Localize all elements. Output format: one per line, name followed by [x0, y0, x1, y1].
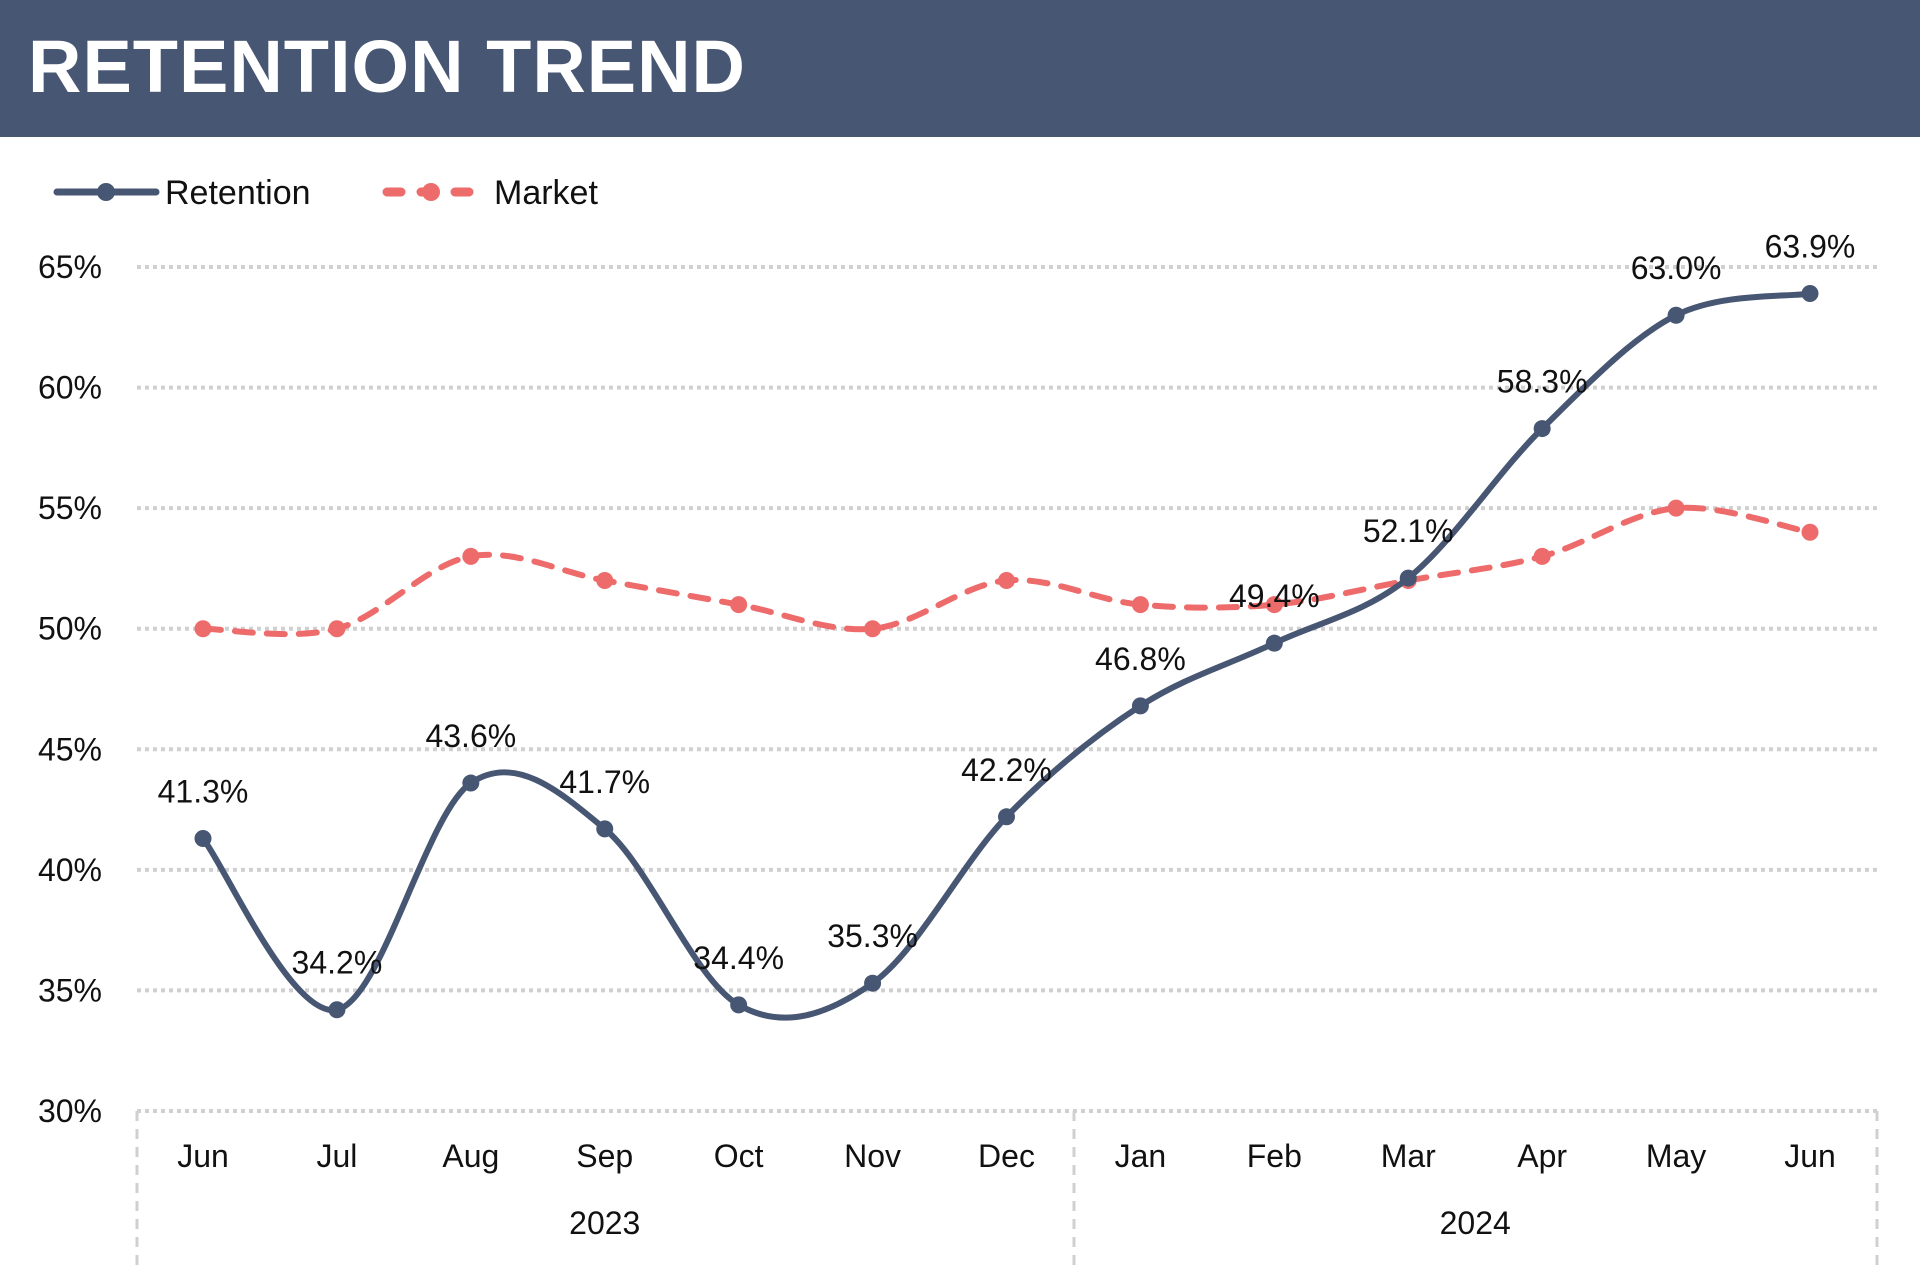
y-tick-label: 30%: [38, 1093, 102, 1129]
y-tick-label: 55%: [38, 490, 102, 526]
data-label: 52.1%: [1363, 513, 1454, 549]
market-point[interactable]: [194, 620, 212, 638]
market-point[interactable]: [864, 620, 882, 638]
legend-item-market[interactable]: Market: [382, 174, 598, 212]
retention-point[interactable]: [596, 820, 614, 838]
y-tick-label: 50%: [38, 611, 102, 647]
x-tick-label: Jun: [1784, 1138, 1836, 1174]
retention-point[interactable]: [864, 974, 882, 992]
x-tick-label: Jul: [316, 1138, 357, 1174]
legend-label-retention: Retention: [165, 174, 311, 212]
chart-title: RETENTION TREND: [28, 25, 746, 108]
market-point[interactable]: [998, 571, 1015, 589]
market-point[interactable]: [328, 620, 346, 638]
y-tick-label: 35%: [38, 972, 102, 1008]
x-tick-label: Mar: [1381, 1138, 1436, 1174]
market-point[interactable]: [1131, 596, 1149, 614]
retention-point[interactable]: [194, 830, 212, 848]
x-tick-label: Aug: [442, 1138, 499, 1174]
market-point[interactable]: [1801, 523, 1819, 541]
data-label: 63.0%: [1631, 250, 1722, 286]
retention-point[interactable]: [328, 1001, 346, 1019]
market-point[interactable]: [596, 571, 614, 589]
data-label: 34.4%: [693, 940, 784, 976]
data-label: 63.9%: [1765, 229, 1856, 265]
data-label: 49.4%: [1229, 578, 1320, 614]
x-tick-label: Jun: [177, 1138, 229, 1174]
market-point[interactable]: [1533, 547, 1551, 565]
retention-point[interactable]: [730, 996, 748, 1014]
x-tick-label: Feb: [1247, 1138, 1302, 1174]
x-tick-label: Sep: [576, 1138, 633, 1174]
retention-point[interactable]: [1131, 697, 1149, 715]
data-label: 58.3%: [1497, 364, 1588, 400]
legend-label-market: Market: [494, 174, 598, 212]
y-tick-label: 60%: [38, 370, 102, 406]
market-point[interactable]: [730, 596, 748, 614]
y-tick-label: 40%: [38, 852, 102, 888]
data-label: 41.3%: [158, 774, 249, 810]
data-label: 46.8%: [1095, 641, 1186, 677]
retention-point[interactable]: [998, 808, 1015, 826]
retention-point[interactable]: [1667, 306, 1685, 324]
data-label: 42.2%: [961, 752, 1052, 788]
retention-point[interactable]: [462, 774, 480, 792]
x-group-label: 2023: [569, 1205, 640, 1241]
data-label: 43.6%: [425, 718, 516, 754]
retention-line: [200, 290, 1813, 1021]
x-group-label: 2024: [1440, 1205, 1511, 1241]
x-tick-label: Apr: [1517, 1138, 1567, 1174]
x-tick-label: May: [1646, 1138, 1706, 1174]
market-point[interactable]: [1265, 596, 1283, 614]
legend: Retention Market: [53, 174, 598, 212]
retention-point[interactable]: [1265, 634, 1283, 652]
market-line: [200, 504, 1813, 638]
retention-point[interactable]: [1533, 420, 1551, 438]
market-point[interactable]: [462, 547, 480, 565]
x-tick-label: Oct: [714, 1138, 764, 1174]
data-label: 41.7%: [559, 764, 650, 800]
y-tick-label: 65%: [38, 249, 102, 285]
x-tick-label: Dec: [978, 1138, 1035, 1174]
x-tick-label: Nov: [844, 1138, 901, 1174]
y-tick-label: 45%: [38, 731, 102, 767]
header-bar: RETENTION TREND: [0, 0, 1920, 137]
retention-point[interactable]: [1399, 569, 1417, 587]
legend-item-retention[interactable]: Retention: [53, 174, 311, 212]
retention-point[interactable]: [1801, 285, 1819, 303]
data-label: 34.2%: [292, 945, 383, 981]
data-label: 35.3%: [827, 918, 918, 954]
x-tick-label: Jan: [1115, 1138, 1167, 1174]
market-point[interactable]: [1667, 499, 1685, 517]
